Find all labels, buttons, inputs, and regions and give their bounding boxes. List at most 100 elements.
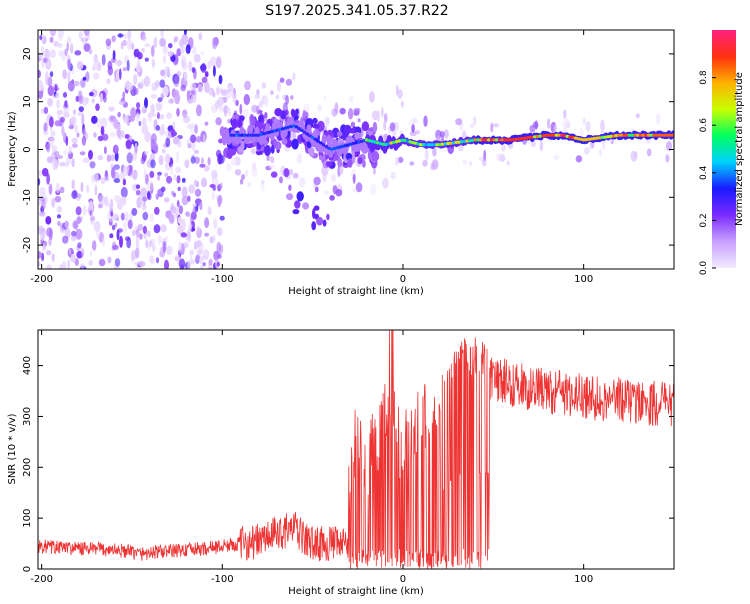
spectrogram-cell	[432, 143, 437, 147]
spectrogram-cell	[41, 199, 46, 211]
spectrogram-cell	[178, 241, 183, 254]
spectrogram-cell	[200, 51, 205, 56]
spectrogram-cell	[93, 132, 97, 138]
spectrogram-cell	[291, 138, 299, 150]
spectrogram-cell	[581, 138, 586, 142]
spectrogram-cell	[41, 245, 46, 252]
spectrogram-cell	[310, 135, 315, 140]
spectrogram-cell	[132, 169, 138, 181]
spectrogram-cell	[59, 162, 66, 167]
spectrogram-cell	[103, 146, 107, 155]
spectrogram-cell	[135, 228, 140, 238]
spectrogram-cell	[38, 251, 42, 259]
spectrogram-cell	[663, 133, 667, 137]
spectrogram-cell	[241, 174, 246, 180]
spectrogram-cell	[435, 129, 442, 140]
colorbar-tick-label: 0.0	[699, 261, 709, 276]
spectrogram-cell	[207, 60, 211, 70]
spectrogram-cell	[209, 56, 217, 67]
spectrogram-cell	[286, 193, 294, 201]
spectrogram-cell	[111, 35, 116, 43]
spectrogram-cell	[269, 130, 275, 141]
spectrogram-cell	[422, 159, 428, 167]
spectrogram-cell	[458, 145, 464, 152]
spectrogram-cell	[476, 138, 480, 142]
spectrogram-cell	[67, 259, 70, 269]
spectrogram-cell	[302, 130, 307, 134]
spectrogram-cell	[141, 47, 145, 53]
spectrogram-cell	[462, 139, 467, 143]
spectrogram-cell	[77, 242, 82, 249]
spectrogram-cell	[641, 133, 646, 137]
spectrogram-cell	[171, 128, 176, 138]
spectrogram-cell	[389, 141, 394, 145]
spectrogram-cell	[262, 132, 266, 136]
spectrogram-cell	[181, 109, 188, 118]
spectrogram-cell	[291, 110, 297, 118]
spectrogram-cell	[200, 265, 204, 269]
spectrogram-cell	[127, 219, 133, 230]
spectrogram-cell	[204, 81, 210, 93]
spectrogram-cell	[323, 190, 330, 195]
spectrogram-cell	[329, 195, 335, 201]
spectrogram-cell	[649, 133, 654, 137]
spectrogram-cell	[270, 90, 274, 95]
spectrogram-cell	[136, 196, 142, 209]
spectrogram-cell	[150, 93, 158, 99]
spectrogram-cell	[539, 140, 544, 152]
spectrogram-cell	[113, 118, 119, 130]
spectrogram-cell	[499, 154, 506, 163]
spectrogram-cell	[57, 50, 63, 57]
spectrogram-cell	[92, 72, 100, 80]
spectrogram-cell	[367, 139, 372, 143]
spectrogram-cell	[213, 218, 218, 230]
spectrogram-cell	[112, 244, 119, 251]
spectrogram-cell	[133, 48, 140, 58]
spectrogram-cell	[355, 182, 363, 193]
spectrogram-cell	[46, 250, 52, 256]
spectrogram-cell	[371, 110, 379, 121]
spectrogram-cell	[660, 133, 665, 137]
spectrogram-cell	[141, 105, 145, 112]
spectrogram-cell	[187, 90, 194, 95]
spectrogram-cell	[54, 150, 60, 157]
spectrogram-cell	[408, 140, 413, 144]
spectrogram-cell	[56, 214, 62, 219]
spectrogram-cell	[600, 135, 605, 139]
spectrogram-cell	[57, 220, 61, 227]
y-tick-label: 400	[22, 356, 33, 375]
spectrogram-cell	[219, 126, 225, 137]
spectrogram-cell	[371, 150, 380, 162]
spectrogram-cell	[362, 159, 366, 168]
spectrogram-cell	[101, 236, 105, 248]
spectrogram-cell	[457, 140, 461, 144]
spectrogram-cell	[176, 175, 181, 184]
spectrogram-cell	[182, 242, 189, 249]
spectrogram-cell	[503, 138, 507, 142]
spectrogram-cell	[244, 80, 251, 91]
y-tick-label: 0	[22, 146, 33, 152]
spectrogram-cell	[131, 229, 136, 237]
spectrogram-cell	[435, 143, 440, 147]
spectrogram-cell	[137, 59, 141, 68]
spectrogram-cell	[347, 158, 353, 168]
spectrogram-cell	[207, 157, 211, 166]
spectrogram-cell	[337, 157, 343, 168]
spectrogram-cell	[217, 153, 223, 165]
spectrogram-x-ticks: -200 -100 0 100	[30, 30, 593, 285]
spectrogram-cell	[292, 72, 296, 81]
spectrogram-cell	[443, 142, 448, 146]
spectrogram-cell	[90, 216, 95, 222]
spectrogram-cell	[468, 139, 472, 143]
spectrogram-cell	[122, 221, 128, 234]
spectrogram-cell	[176, 151, 179, 164]
spectrogram-cell	[146, 180, 154, 192]
spectrogram-cell	[46, 156, 54, 164]
spectrogram-cell	[55, 182, 60, 194]
spectrogram-cell	[82, 157, 90, 164]
spectrogram-cell	[321, 165, 329, 176]
spectrogram-cell	[146, 230, 151, 238]
spectrogram-cell	[400, 138, 404, 142]
spectrogram-cell	[557, 133, 562, 137]
spectrogram-cell	[422, 143, 426, 147]
